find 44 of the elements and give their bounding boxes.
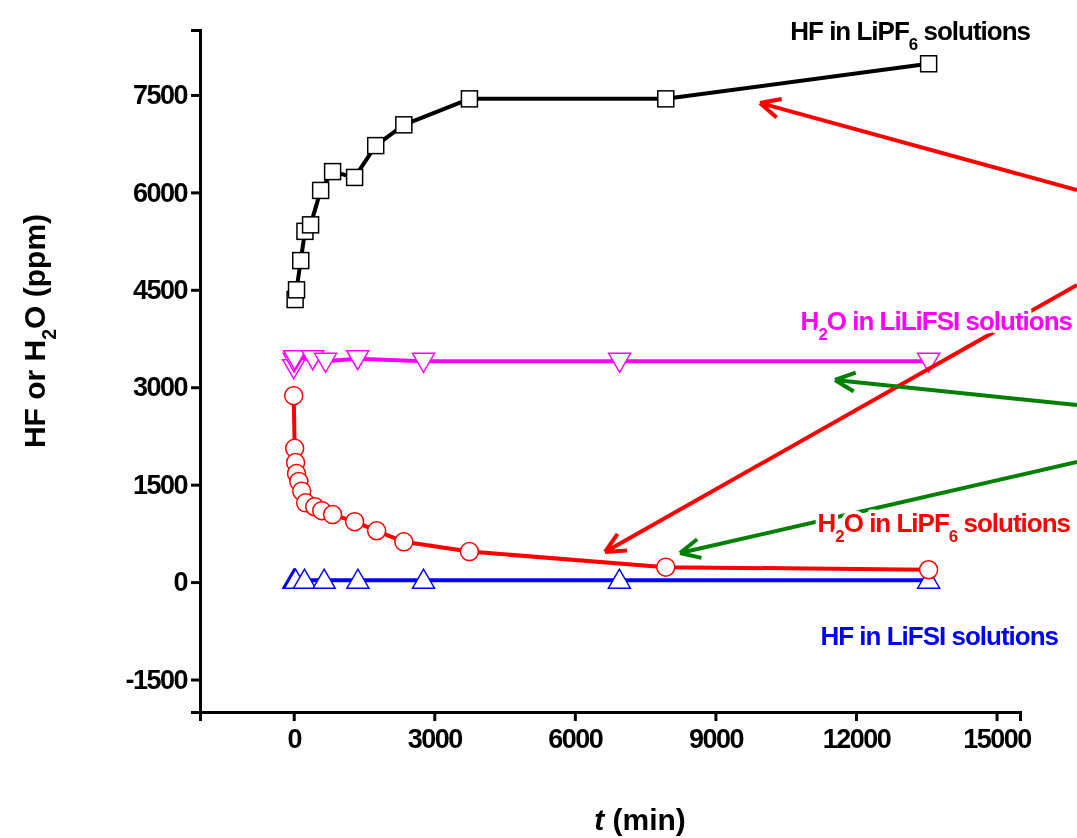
y-tick-label: 1500 (132, 469, 188, 500)
point (346, 568, 370, 589)
point (322, 504, 343, 525)
point (287, 281, 306, 299)
point (919, 55, 938, 73)
point (366, 136, 385, 155)
y-tick-label: 0 (173, 567, 188, 598)
point (607, 568, 632, 589)
point (291, 251, 310, 270)
y-tick-label: 3000 (132, 372, 188, 403)
point (301, 216, 320, 234)
x-tick-label: 9000 (688, 724, 744, 755)
x-tick-label: 12000 (822, 724, 891, 755)
point (395, 116, 413, 134)
point (607, 352, 632, 374)
series-label: HF in LiFSI solutions (820, 621, 1059, 651)
x-tick-label: 6000 (548, 724, 603, 755)
point (411, 352, 436, 374)
point (323, 162, 342, 181)
point (366, 521, 387, 541)
point (345, 349, 370, 371)
point (411, 568, 436, 589)
point (312, 568, 336, 589)
x-tick-label: 3000 (407, 724, 463, 755)
point (459, 541, 480, 562)
point (292, 568, 317, 589)
point (344, 511, 365, 532)
point (657, 90, 675, 108)
point (918, 560, 939, 580)
y-tick-label: 7500 (132, 80, 188, 111)
x-tick-label: 0 (287, 724, 302, 755)
point (345, 168, 364, 187)
x-axis-title: t (min) (594, 803, 686, 836)
point (283, 385, 304, 406)
point (656, 557, 676, 577)
y-tick-label: 6000 (132, 177, 188, 208)
x-tick-label: 15000 (963, 724, 1032, 755)
y-tick-label: 4500 (132, 274, 188, 305)
point (311, 181, 330, 200)
point (313, 352, 338, 374)
y-tick-label: -1500 (125, 664, 188, 695)
point (460, 90, 479, 108)
series-label: HF in LiPF$_{6}$ solutions (790, 16, 1031, 54)
point (394, 532, 414, 552)
